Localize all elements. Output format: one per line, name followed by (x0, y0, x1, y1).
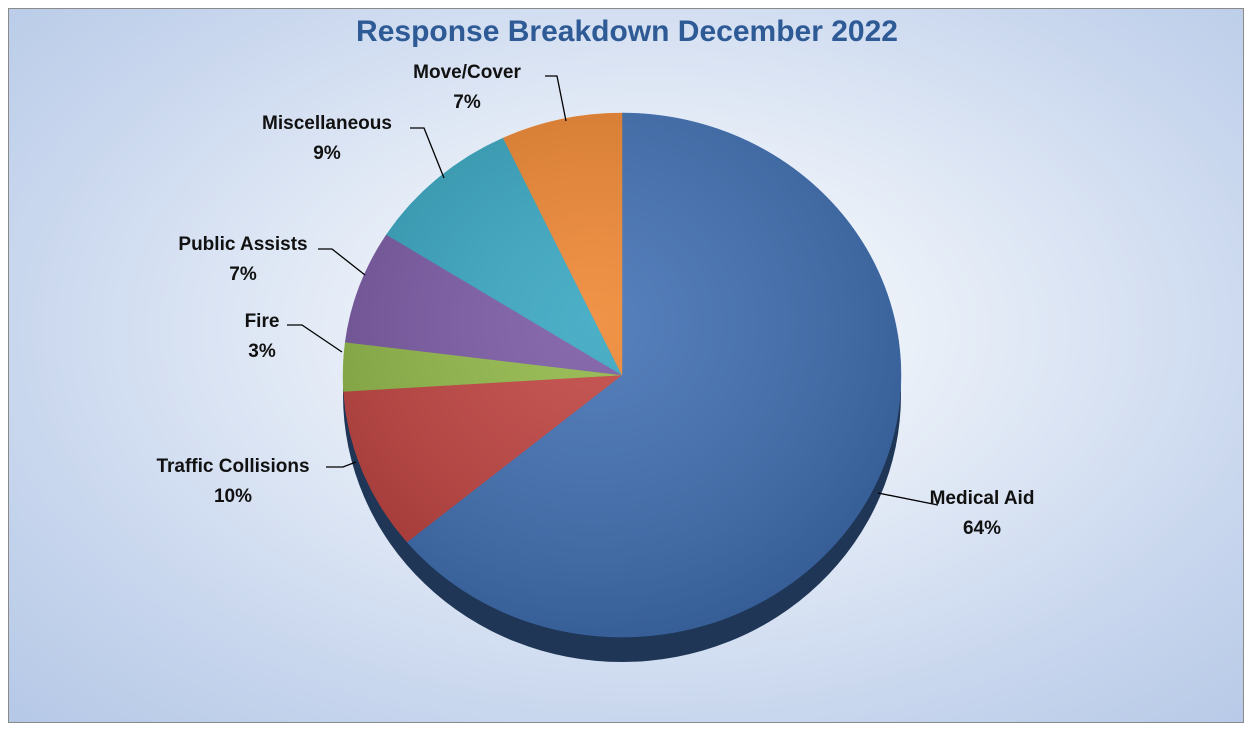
slice-name-label: Medical Aid (930, 488, 1035, 509)
leader-lines (287, 75, 939, 506)
pie-slices (342, 112, 902, 638)
slice-name-label: Fire (245, 311, 280, 332)
leader-line (287, 324, 343, 353)
leader-line (318, 248, 366, 276)
leader-line (545, 75, 567, 122)
slice-percent-label: 9% (313, 143, 341, 164)
slice-name-label: Move/Cover (413, 62, 521, 83)
leader-line (410, 127, 445, 179)
slice-labels: Medical Aid 64% Traffic Collisions 10% Fire 3… (156, 62, 1034, 539)
slice-percent-label: 7% (229, 264, 257, 285)
slice-percent-label: 64% (963, 518, 1001, 539)
slice-name-label: Public Assists (178, 234, 307, 255)
slice-name-label: Miscellaneous (262, 113, 392, 134)
leader-line (877, 492, 939, 506)
slice-name-label: Traffic Collisions (156, 456, 309, 477)
chart-title: Response Breakdown December 2022 (356, 15, 898, 48)
leader-line (326, 461, 357, 468)
slice-percent-label: 3% (248, 341, 276, 362)
slice-percent-label: 10% (214, 486, 252, 507)
slice-percent-label: 7% (453, 92, 481, 113)
